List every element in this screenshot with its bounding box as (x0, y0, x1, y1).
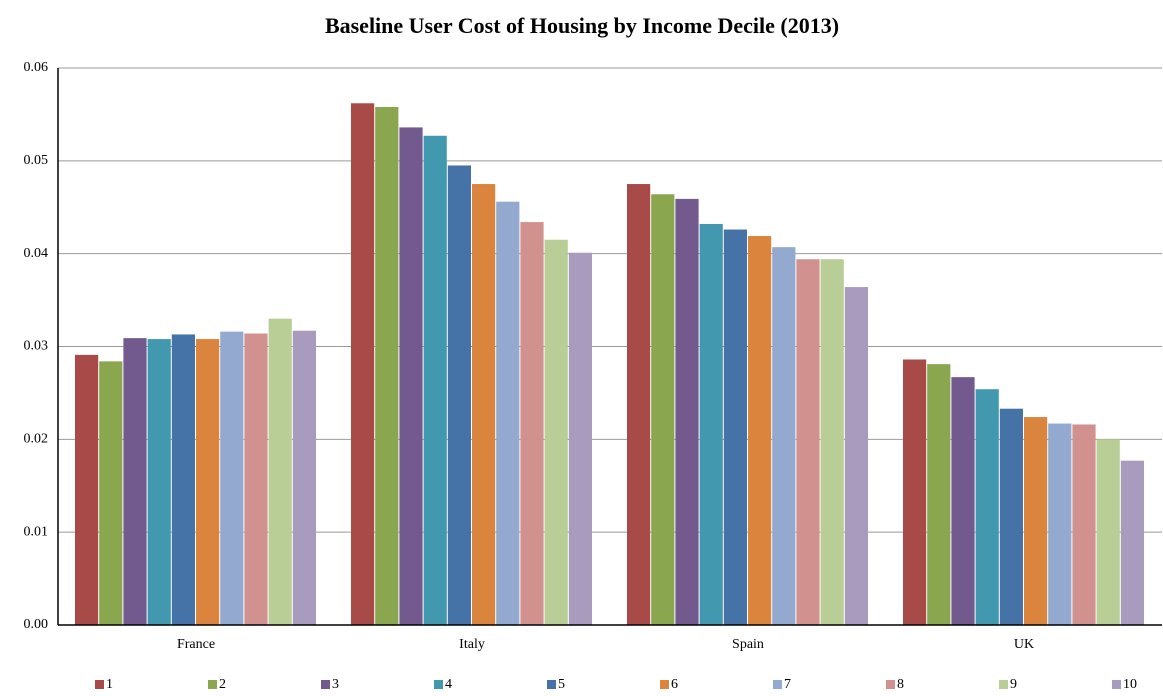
bar (651, 194, 675, 625)
bar (568, 252, 592, 625)
bar (147, 339, 171, 625)
bar (99, 361, 123, 625)
legend-swatch (95, 680, 104, 689)
bar (75, 354, 99, 625)
x-tick-label: France (177, 637, 215, 652)
bar (627, 184, 651, 625)
legend-swatch (1112, 680, 1121, 689)
bar (171, 334, 195, 625)
legend-label: 7 (784, 677, 791, 692)
bar (772, 247, 796, 625)
bar (520, 222, 544, 625)
bar (1024, 417, 1048, 625)
bar (496, 201, 520, 625)
bar (844, 287, 868, 625)
y-tick-label: 0.04 (24, 246, 49, 261)
legend-swatch (886, 680, 895, 689)
bar (903, 359, 927, 625)
x-tick-label: UK (1014, 637, 1034, 652)
bar (975, 389, 999, 625)
y-tick-label: 0.05 (24, 153, 49, 168)
legend-swatch (208, 680, 217, 689)
legend-swatch (660, 680, 669, 689)
legend-swatch (321, 680, 330, 689)
legend-label: 10 (1123, 677, 1137, 692)
x-tick-label: Italy (459, 637, 485, 652)
bar (544, 239, 568, 625)
legend-label: 4 (445, 677, 452, 692)
y-tick-label: 0.02 (24, 432, 49, 447)
legend-swatch (999, 680, 1008, 689)
bar (999, 408, 1023, 625)
legend-label: 5 (558, 677, 565, 692)
y-tick-label: 0.03 (24, 339, 49, 354)
y-tick-label: 0.00 (24, 617, 49, 632)
bar (244, 333, 268, 625)
bar (796, 259, 820, 625)
bar (1048, 423, 1072, 625)
bar (196, 339, 220, 625)
bar (675, 198, 699, 625)
bar (220, 331, 244, 625)
legend-label: 9 (1010, 677, 1017, 692)
legend-label: 8 (897, 677, 904, 692)
bar (699, 223, 723, 625)
chart-title: Baseline User Cost of Housing by Income … (325, 13, 839, 38)
bar (1096, 439, 1120, 625)
bar (375, 106, 399, 626)
bar (447, 165, 471, 625)
legend-label: 6 (671, 677, 678, 692)
legend-label: 3 (332, 677, 339, 692)
x-tick-label: Spain (732, 637, 764, 652)
bar (292, 330, 316, 625)
bar (399, 127, 423, 625)
legend-swatch (773, 680, 782, 689)
bar (1072, 424, 1096, 625)
legend-label: 2 (219, 677, 226, 692)
bar (927, 364, 951, 625)
bar (351, 103, 375, 625)
bar (820, 259, 844, 625)
bar (748, 236, 772, 626)
legend-label: 1 (106, 677, 113, 692)
bar (423, 135, 447, 626)
bar (1120, 460, 1144, 625)
bar (723, 229, 747, 625)
bar (123, 338, 147, 625)
legend-swatch (547, 680, 556, 689)
bar (472, 184, 496, 625)
bar (951, 377, 975, 625)
legend-swatch (434, 680, 443, 689)
y-tick-label: 0.01 (24, 524, 49, 539)
y-tick-label: 0.06 (24, 60, 49, 75)
bar (268, 318, 292, 625)
